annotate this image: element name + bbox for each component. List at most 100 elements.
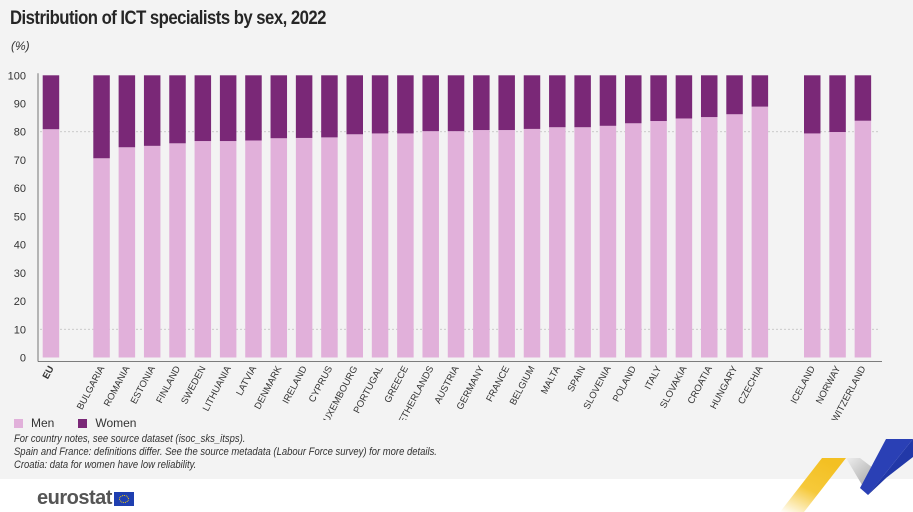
unit-label: (%) [11,39,30,53]
notes: For country notes, see source dataset (i… [14,433,437,472]
bar-men-iceland [804,133,821,358]
x-tick-label: EU [41,364,57,381]
bar-men-greece [397,133,414,358]
legend: Men Women [14,416,136,430]
bar-women-bulgaria [93,75,110,159]
women-swatch [78,418,88,428]
y-tick-label: 20 [14,296,26,308]
bar-women-france [498,75,515,131]
bar-men-netherlands [422,131,439,358]
bar-men-eu [42,129,60,358]
y-tick-label: 40 [14,240,26,252]
bar-women-estonia [143,75,161,146]
bar-men-luxembourg [346,134,363,358]
x-tick-label: CZECHIA [736,364,766,407]
bar-women-sweden [194,75,212,142]
bar-women-slovenia [599,75,617,126]
bar-men-france [498,130,515,358]
bar-women-spain [574,75,591,128]
bar-men-belgium [523,128,541,358]
legend-men: Men [14,416,54,430]
y-tick-label: 80 [14,127,26,139]
bar-women-czechia [751,75,769,107]
bar-men-latvia [245,140,262,358]
bar-women-austria [447,75,465,132]
bar-men-estonia [143,145,161,358]
bar-women-netherlands [422,75,439,132]
bar-men-bulgaria [93,158,110,358]
bar-women-iceland [804,75,821,134]
bar-women-norway [829,75,846,133]
x-tick-label: GREECE [382,364,411,405]
bar-men-spain [574,127,591,358]
bar-men-italy [650,121,667,358]
bar-women-romania [118,75,136,148]
x-tick-label: MALTA [539,364,563,396]
x-tick-label: BELGIUM [508,364,538,407]
y-tick-label: 90 [14,99,26,111]
bar-women-belgium [523,75,541,129]
note: For country notes, see source dataset (i… [14,433,246,445]
bar-women-cyprus [321,75,338,138]
eurostat-logo: eurostat [37,487,134,510]
bar-women-italy [650,75,667,122]
bar-women-hungary [726,75,743,115]
bar-women-luxembourg [346,75,363,135]
y-tick-label: 10 [14,324,26,336]
note: Spain and France: definitions differ. Se… [14,446,437,458]
decorative-ribbon [780,439,913,512]
y-tick-label: 100 [8,70,26,82]
y-tick-label: 30 [14,268,26,280]
bar-women-germany [473,75,490,131]
y-tick-label: 60 [14,183,26,195]
bar-men-hungary [726,114,743,358]
y-tick-label: 50 [14,211,26,223]
bar-women-malta [549,75,566,128]
men-swatch [14,418,23,428]
bar-women-portugal [371,75,389,134]
x-tick-label: CYPRUS [307,364,335,404]
bar-men-austria [447,131,465,358]
bar-men-slovenia [599,125,617,358]
x-tick-label: SPAIN [566,364,589,394]
bar-women-croatia [700,75,718,118]
bar-women-greece [397,75,414,134]
bar-men-portugal [371,133,389,358]
x-tick-label: LATVIA [234,364,259,398]
bar-men-germany [473,130,490,358]
bar-women-poland [625,75,642,124]
bar-women-denmark [270,75,288,139]
legend-men-label: Men [31,416,55,430]
bar-women-switzerland [854,75,872,121]
bar-men-czechia [751,106,769,358]
bar-men-finland [169,143,186,358]
bar-men-malta [549,127,566,358]
legend-women-label: Women [95,416,137,430]
bar-women-ireland [295,75,313,138]
y-tick-label: 0 [20,353,26,365]
eu-flag-icon [113,491,134,506]
bar-men-croatia [700,117,718,358]
logo-text: eurostat [37,487,112,509]
x-tick-label: FRANCE [484,364,512,404]
bar-men-poland [625,123,642,358]
chart-title: Distribution of ICT specialists by sex, … [10,8,326,29]
bar-men-ireland [295,137,313,358]
bar-women-finland [169,75,186,144]
bar-men-romania [118,147,136,358]
x-tick-label: POLAND [611,364,639,404]
bar-women-latvia [245,75,262,141]
legend-women: Women [78,416,136,430]
bar-men-cyprus [321,137,338,358]
x-tick-label: ITALY [643,364,665,392]
bar-men-slovakia [675,118,693,358]
note: Croatia: data for women have low reliabi… [14,459,197,471]
bar-men-lithuania [219,141,237,358]
x-tick-label: IRELAND [281,364,310,406]
bar-women-eu [42,75,60,130]
x-tick-label: FINLAND [154,364,183,405]
bar-men-norway [829,132,846,358]
bar-women-lithuania [219,75,237,142]
y-tick-label: 70 [14,155,26,167]
